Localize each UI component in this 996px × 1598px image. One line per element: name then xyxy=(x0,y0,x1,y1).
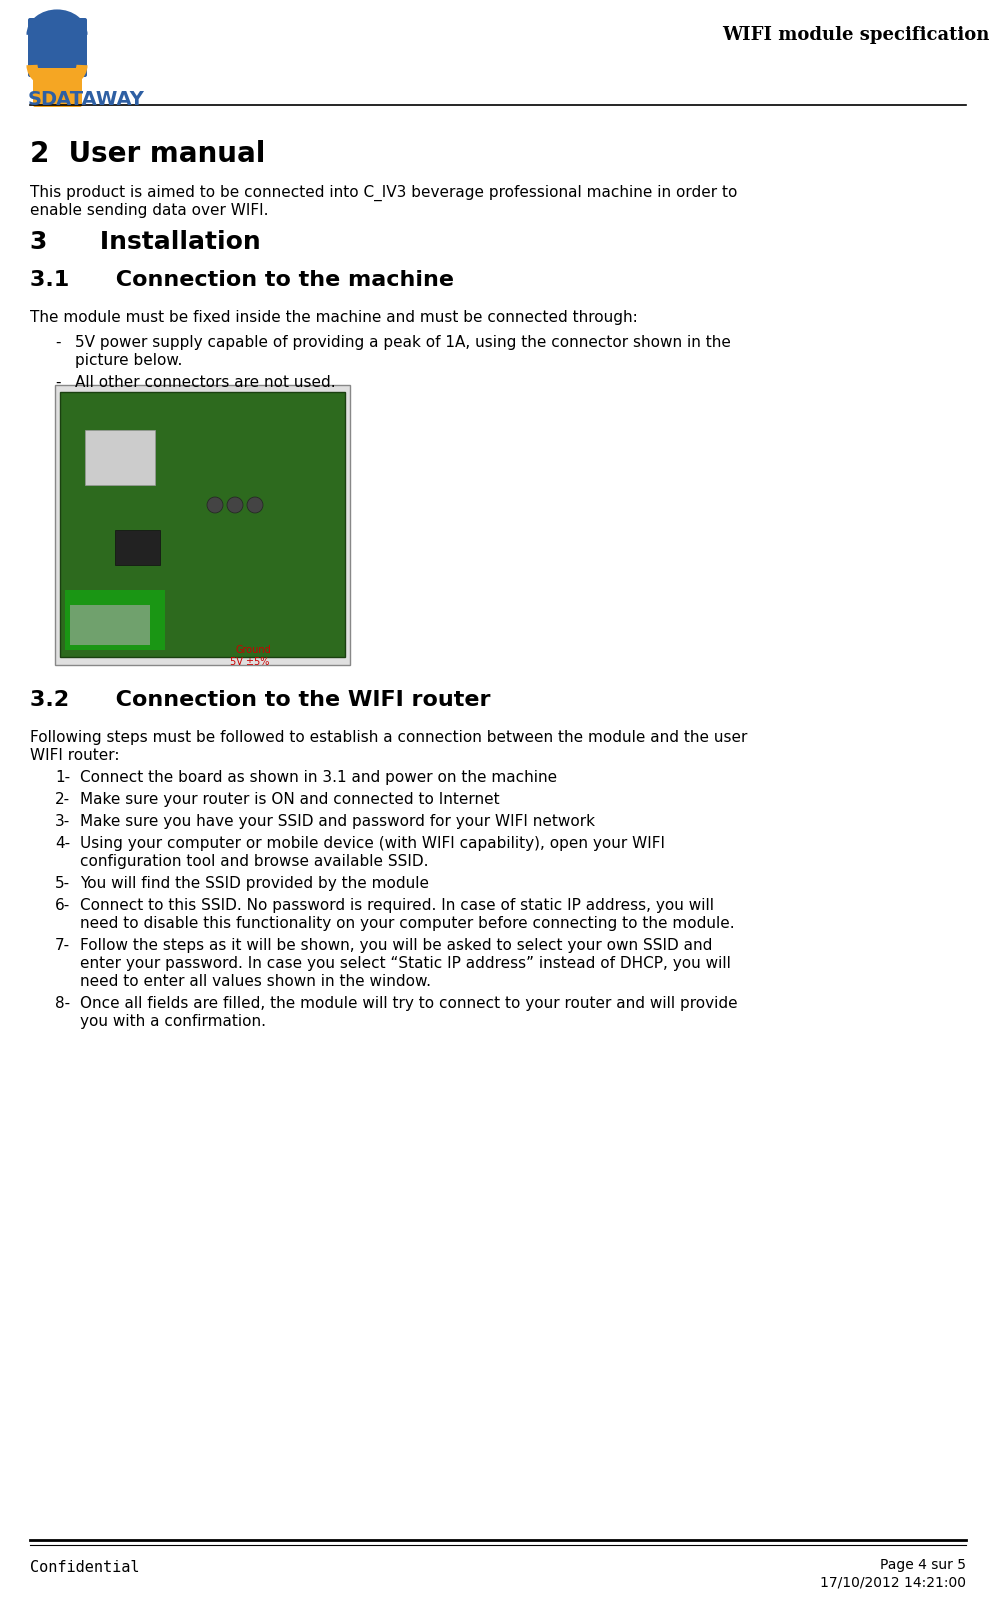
Text: enable sending data over WIFI.: enable sending data over WIFI. xyxy=(30,203,269,217)
Text: 2-: 2- xyxy=(55,793,70,807)
Text: -: - xyxy=(55,336,61,350)
Circle shape xyxy=(207,497,223,513)
Text: need to disable this functionality on your computer before connecting to the mod: need to disable this functionality on yo… xyxy=(80,916,735,932)
Text: You will find the SSID provided by the module: You will find the SSID provided by the m… xyxy=(80,876,429,892)
Text: 4-: 4- xyxy=(55,836,70,852)
Circle shape xyxy=(247,497,263,513)
Text: This product is aimed to be connected into C_IV3 beverage professional machine i: This product is aimed to be connected in… xyxy=(30,185,737,201)
Text: picture below.: picture below. xyxy=(75,353,182,368)
Text: 3-: 3- xyxy=(55,813,71,829)
Bar xyxy=(115,531,160,566)
Text: 5V ±5%: 5V ±5% xyxy=(230,657,269,666)
Text: WIFI router:: WIFI router: xyxy=(30,748,120,762)
Text: Once all fields are filled, the module will try to connect to your router and wi: Once all fields are filled, the module w… xyxy=(80,996,738,1012)
Text: Page 4 sur 5: Page 4 sur 5 xyxy=(880,1558,966,1572)
Text: need to enter all values shown in the window.: need to enter all values shown in the wi… xyxy=(80,975,431,989)
Text: 3.2      Connection to the WIFI router: 3.2 Connection to the WIFI router xyxy=(30,690,490,710)
Text: configuration tool and browse available SSID.: configuration tool and browse available … xyxy=(80,853,428,869)
Text: 5-: 5- xyxy=(55,876,70,892)
Text: enter your password. In case you select “Static IP address” instead of DHCP, you: enter your password. In case you select … xyxy=(80,956,731,972)
FancyBboxPatch shape xyxy=(28,18,87,77)
Text: you with a confirmation.: you with a confirmation. xyxy=(80,1015,266,1029)
Text: 2  User manual: 2 User manual xyxy=(30,141,265,168)
Text: 6-: 6- xyxy=(55,898,71,912)
Bar xyxy=(55,385,350,665)
Text: All other connectors are not used.: All other connectors are not used. xyxy=(75,376,336,390)
Bar xyxy=(65,590,165,650)
Text: Make sure your router is ON and connected to Internet: Make sure your router is ON and connecte… xyxy=(80,793,500,807)
Text: WIFI module specification: WIFI module specification xyxy=(723,26,990,45)
Text: 3.1      Connection to the machine: 3.1 Connection to the machine xyxy=(30,270,454,289)
Text: DATAWAY: DATAWAY xyxy=(40,89,143,109)
Bar xyxy=(70,606,150,646)
Text: 17/10/2012 14:21:00: 17/10/2012 14:21:00 xyxy=(820,1576,966,1590)
Bar xyxy=(85,430,155,486)
Text: 5V power supply capable of providing a peak of 1A, using the connector shown in : 5V power supply capable of providing a p… xyxy=(75,336,731,350)
Text: Ground: Ground xyxy=(235,646,271,655)
Text: Connect to this SSID. No password is required. In case of static IP address, you: Connect to this SSID. No password is req… xyxy=(80,898,714,912)
Text: Connect the board as shown in 3.1 and power on the machine: Connect the board as shown in 3.1 and po… xyxy=(80,770,557,785)
Text: Using your computer or mobile device (with WIFI capability), open your WIFI: Using your computer or mobile device (wi… xyxy=(80,836,665,852)
Text: 8-: 8- xyxy=(55,996,70,1012)
Text: Make sure you have your SSID and password for your WIFI network: Make sure you have your SSID and passwor… xyxy=(80,813,595,829)
Text: Follow the steps as it will be shown, you will be asked to select your own SSID : Follow the steps as it will be shown, yo… xyxy=(80,938,712,952)
Text: Confidential: Confidential xyxy=(30,1560,139,1576)
FancyBboxPatch shape xyxy=(33,69,82,107)
Text: Following steps must be followed to establish a connection between the module an: Following steps must be followed to esta… xyxy=(30,730,747,745)
Text: -: - xyxy=(55,376,61,390)
Text: 1-: 1- xyxy=(55,770,70,785)
Bar xyxy=(60,392,345,657)
Text: The module must be fixed inside the machine and must be connected through:: The module must be fixed inside the mach… xyxy=(30,310,637,324)
Circle shape xyxy=(227,497,243,513)
Text: 3      Installation: 3 Installation xyxy=(30,230,261,254)
Text: S: S xyxy=(28,89,42,109)
Text: 7-: 7- xyxy=(55,938,70,952)
